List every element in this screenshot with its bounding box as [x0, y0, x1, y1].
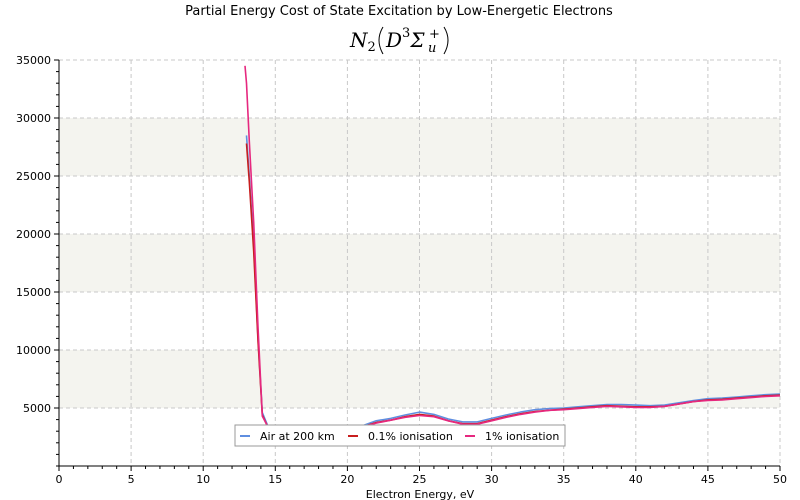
- x-tick-label: 5: [128, 473, 135, 486]
- y-tick-label: 15000: [16, 286, 51, 299]
- subtitle-close-paren: [443, 26, 449, 55]
- subtitle-molecule: N: [349, 28, 369, 52]
- subtitle-term-superscript: +: [429, 27, 440, 42]
- y-tick-label: 20000: [16, 228, 51, 241]
- x-tick-label: 40: [629, 473, 643, 486]
- y-tick-label: 30000: [16, 112, 51, 125]
- x-tick-label: 35: [557, 473, 571, 486]
- gridlines: [59, 59, 781, 466]
- subtitle-molecule-subscript: 2: [368, 40, 376, 55]
- x-tick-label: 30: [485, 473, 499, 486]
- svg-text:N2: N2: [349, 28, 376, 55]
- svg-text:D3Σ: D3Σ: [385, 26, 425, 52]
- x-tick-label: 25: [413, 473, 427, 486]
- y-tick-label: 10000: [16, 344, 51, 357]
- legend-label-1: Air at 200 km: [260, 430, 335, 443]
- legend-label-3: 1% ionisation: [485, 430, 559, 443]
- x-axis-label: Electron Energy, eV: [366, 488, 475, 500]
- chart-subtitle-formula: N2 D3Σ + u: [349, 26, 449, 56]
- x-tick-label: 20: [340, 473, 354, 486]
- x-tick-label: 50: [773, 473, 787, 486]
- x-axis-ticks: 0 5 10 15 20 25 30 35 40 45 50: [56, 466, 787, 486]
- x-tick-label: 10: [196, 473, 210, 486]
- x-tick-label: 45: [701, 473, 715, 486]
- legend-box: [234, 424, 566, 447]
- x-tick-label: 0: [56, 473, 63, 486]
- y-tick-label: 35000: [16, 54, 51, 67]
- x-tick-label: 15: [268, 473, 282, 486]
- subtitle-state-letter: D: [385, 28, 402, 52]
- chart-title: Partial Energy Cost of State Excitation …: [185, 4, 613, 19]
- legend-label-2: 0.1% ionisation: [368, 430, 453, 443]
- subtitle-multiplicity: 3: [402, 26, 410, 41]
- y-tick-label: 5000: [23, 402, 51, 415]
- subtitle-term-subscript: u: [428, 41, 436, 56]
- legend: Air at 200 km 0.1% ionisation 1% ionisatio…: [234, 424, 566, 447]
- subtitle-open-paren: [378, 26, 384, 55]
- subtitle-term-symbol: Σ: [409, 28, 425, 52]
- y-axis-ticks: 5000 10000 15000 20000 25000 30000 35000: [16, 54, 59, 467]
- y-tick-label: 25000: [16, 170, 51, 183]
